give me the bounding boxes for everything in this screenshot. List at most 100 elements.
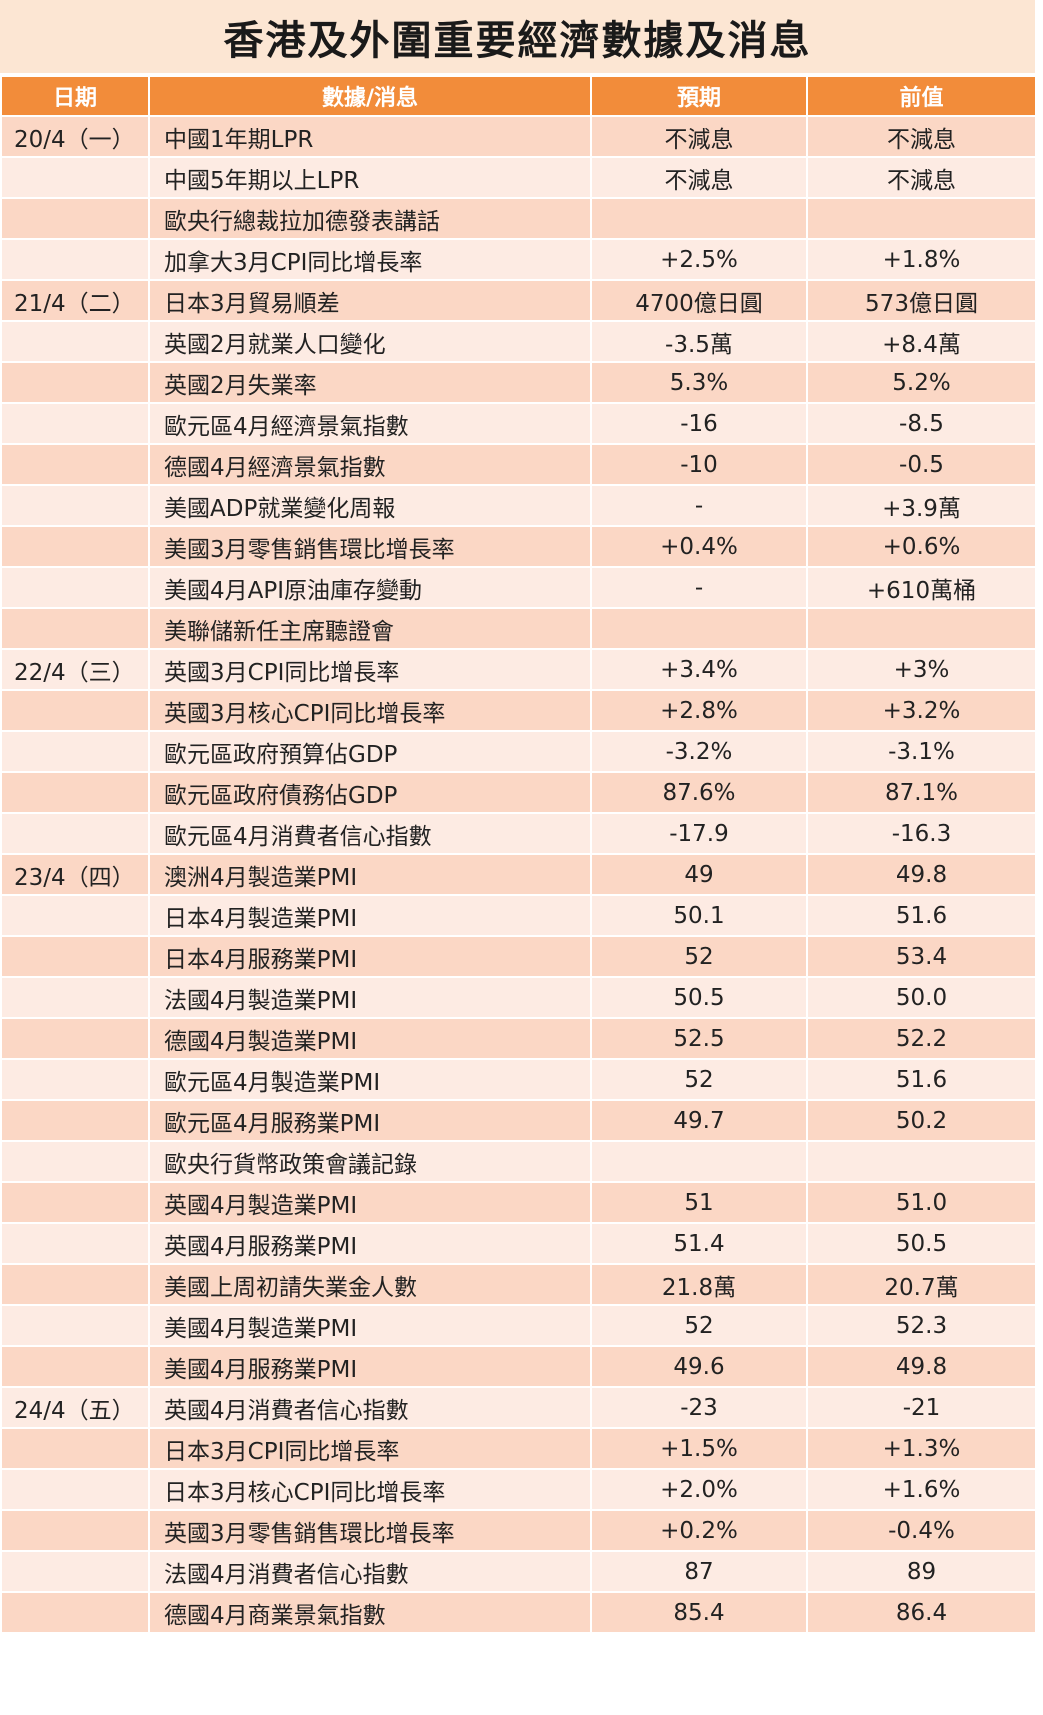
expected-cell: 52.5: [590, 1017, 808, 1060]
expected-cell: [590, 197, 808, 240]
table-row: 美國4月製造業PMI 52 52.3: [0, 1304, 1037, 1347]
date-cell: [0, 1550, 150, 1593]
item-cell: 日本3月CPI同比增長率: [148, 1427, 592, 1470]
header-item: 數據/消息: [148, 75, 592, 117]
table-row: 法國4月消費者信心指數 87 89: [0, 1550, 1037, 1593]
previous-cell: 573億日圓: [806, 279, 1037, 322]
previous-cell: 不減息: [806, 156, 1037, 199]
date-cell: [0, 484, 150, 527]
expected-cell: +2.0%: [590, 1468, 808, 1511]
previous-cell: +3%: [806, 648, 1037, 691]
date-cell: [0, 1591, 150, 1634]
item-cell: 英國4月消費者信心指數: [148, 1386, 592, 1429]
previous-cell: 20.7萬: [806, 1263, 1037, 1306]
date-cell: [0, 1017, 150, 1060]
expected-cell: 51: [590, 1181, 808, 1224]
table-row: 22/4（三） 英國3月CPI同比增長率 +3.4% +3%: [0, 648, 1037, 691]
item-cell: 美國4月製造業PMI: [148, 1304, 592, 1347]
item-cell: 美國上周初請失業金人數: [148, 1263, 592, 1306]
header-previous: 前值: [806, 75, 1037, 117]
expected-cell: [590, 1140, 808, 1183]
item-cell: 德國4月商業景氣指數: [148, 1591, 592, 1634]
date-cell: [0, 1181, 150, 1224]
page-title: 香港及外圍重要經濟數據及消息: [0, 0, 1035, 75]
date-cell: [0, 361, 150, 404]
date-cell: [0, 935, 150, 978]
item-cell: 加拿大3月CPI同比增長率: [148, 238, 592, 281]
date-cell: [0, 730, 150, 773]
table-row: 美國4月API原油庫存變動 - +610萬桶: [0, 566, 1037, 609]
previous-cell: [806, 607, 1037, 650]
expected-cell: 87.6%: [590, 771, 808, 814]
expected-cell: 52: [590, 935, 808, 978]
table-row: 英國4月服務業PMI 51.4 50.5: [0, 1222, 1037, 1265]
item-cell: 美聯儲新任主席聽證會: [148, 607, 592, 650]
expected-cell: 5.3%: [590, 361, 808, 404]
expected-cell: -16: [590, 402, 808, 445]
item-cell: 法國4月製造業PMI: [148, 976, 592, 1019]
date-cell: [0, 402, 150, 445]
date-cell: [0, 156, 150, 199]
table-row: 德國4月商業景氣指數 85.4 86.4: [0, 1591, 1037, 1634]
expected-cell: -23: [590, 1386, 808, 1429]
item-cell: 歐元區4月服務業PMI: [148, 1099, 592, 1142]
date-cell: [0, 771, 150, 814]
date-cell: [0, 976, 150, 1019]
item-cell: 歐元區4月經濟景氣指數: [148, 402, 592, 445]
date-cell: [0, 320, 150, 363]
expected-cell: 87: [590, 1550, 808, 1593]
previous-cell: 50.5: [806, 1222, 1037, 1265]
date-cell: 24/4（五）: [0, 1386, 150, 1429]
expected-cell: +0.2%: [590, 1509, 808, 1552]
item-cell: 英國2月失業率: [148, 361, 592, 404]
expected-cell: 不減息: [590, 115, 808, 158]
expected-cell: 50.5: [590, 976, 808, 1019]
date-cell: 21/4（二）: [0, 279, 150, 322]
table-row: 歐元區4月製造業PMI 52 51.6: [0, 1058, 1037, 1101]
table-row: 23/4（四） 澳洲4月製造業PMI 49 49.8: [0, 853, 1037, 896]
expected-cell: 21.8萬: [590, 1263, 808, 1306]
date-cell: [0, 607, 150, 650]
table-row: 歐元區政府預算佔GDP -3.2% -3.1%: [0, 730, 1037, 773]
expected-cell: 50.1: [590, 894, 808, 937]
table-row: 歐央行貨幣政策會議記錄: [0, 1140, 1037, 1183]
expected-cell: +0.4%: [590, 525, 808, 568]
table-row: 美國ADP就業變化周報 - +3.9萬: [0, 484, 1037, 527]
date-cell: [0, 197, 150, 240]
previous-cell: +8.4萬: [806, 320, 1037, 363]
date-cell: 20/4（一）: [0, 115, 150, 158]
previous-cell: +1.3%: [806, 1427, 1037, 1470]
previous-cell: -8.5: [806, 402, 1037, 445]
previous-cell: 89: [806, 1550, 1037, 1593]
previous-cell: 51.0: [806, 1181, 1037, 1224]
previous-cell: 不減息: [806, 115, 1037, 158]
item-cell: 英國2月就業人口變化: [148, 320, 592, 363]
item-cell: 歐央行貨幣政策會議記錄: [148, 1140, 592, 1183]
item-cell: 英國3月CPI同比增長率: [148, 648, 592, 691]
date-cell: [0, 894, 150, 937]
previous-cell: +1.8%: [806, 238, 1037, 281]
item-cell: 澳洲4月製造業PMI: [148, 853, 592, 896]
date-cell: [0, 1468, 150, 1511]
previous-cell: +3.9萬: [806, 484, 1037, 527]
date-cell: [0, 689, 150, 732]
previous-cell: 86.4: [806, 1591, 1037, 1634]
item-cell: 美國ADP就業變化周報: [148, 484, 592, 527]
table-row: 英國2月就業人口變化 -3.5萬 +8.4萬: [0, 320, 1037, 363]
previous-cell: 51.6: [806, 1058, 1037, 1101]
table-row: 21/4（二） 日本3月貿易順差 4700億日圓 573億日圓: [0, 279, 1037, 322]
item-cell: 英國3月核心CPI同比增長率: [148, 689, 592, 732]
expected-cell: +2.5%: [590, 238, 808, 281]
expected-cell: 51.4: [590, 1222, 808, 1265]
expected-cell: 不減息: [590, 156, 808, 199]
previous-cell: 5.2%: [806, 361, 1037, 404]
date-cell: [0, 1099, 150, 1142]
previous-cell: 50.0: [806, 976, 1037, 1019]
table-row: 日本4月服務業PMI 52 53.4: [0, 935, 1037, 978]
header-expected: 預期: [590, 75, 808, 117]
header-date: 日期: [0, 75, 150, 117]
expected-cell: -17.9: [590, 812, 808, 855]
economic-calendar: 香港及外圍重要經濟數據及消息 日期 數據/消息 預期 前值 20/4（一） 中國1…: [0, 0, 1037, 1634]
item-cell: 歐元區4月消費者信心指數: [148, 812, 592, 855]
expected-cell: 52: [590, 1304, 808, 1347]
